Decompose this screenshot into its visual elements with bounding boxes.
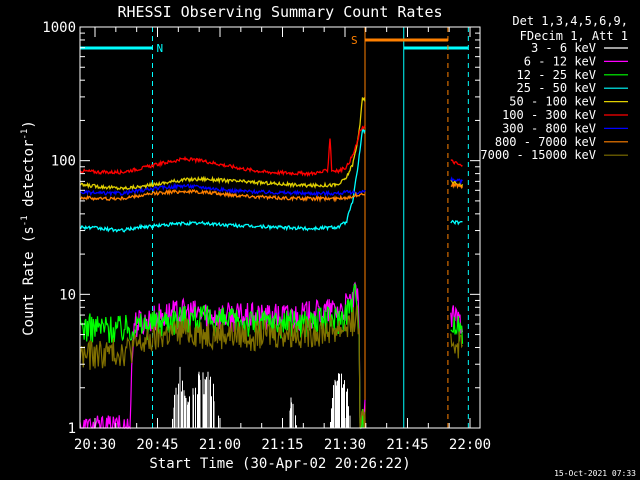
- y-tick-label-1: 10: [59, 287, 76, 303]
- plot-frame: [79, 26, 481, 429]
- x-tick-label-1: 20:45: [136, 437, 178, 453]
- events-layer: NS: [80, 27, 469, 428]
- series-line-7: [79, 181, 464, 203]
- legend-header-2: FDecim 1, Att 1: [520, 29, 628, 43]
- x-tick-label-4: 21:30: [324, 437, 366, 453]
- x-tick-label-5: 21:45: [386, 437, 428, 453]
- y-axis-label-main: Count Rate (s: [21, 226, 37, 336]
- ticks-layer: 1 10 100 1000 20:30 20:45 21:00 21:15 21:30 21:45…: [42, 20, 491, 453]
- y-axis-label-sup1: -1: [20, 215, 30, 226]
- legend-label-6: 300 - 800 keV: [502, 121, 596, 135]
- y-tick-label-2: 100: [51, 154, 76, 170]
- y-axis-label-mid: detector: [21, 140, 37, 216]
- x-tick-label-2: 21:00: [199, 437, 241, 453]
- x-tick-label-6: 22:00: [449, 437, 491, 453]
- series-line-3: [79, 128, 463, 233]
- event-label-0: N: [157, 42, 164, 55]
- legend-label-0: 3 - 6 keV: [531, 41, 596, 55]
- y-axis-label-sup2: -1: [20, 129, 30, 140]
- legend-label-3: 25 - 50 keV: [517, 81, 596, 95]
- y-axis-label-end: ): [21, 120, 37, 128]
- legend-label-2: 12 - 25 keV: [517, 68, 596, 82]
- y-tick-label-3: 1000: [42, 20, 76, 36]
- series-line-5: [79, 125, 463, 178]
- x-tick-label-3: 21:15: [261, 437, 303, 453]
- series-line-6: [79, 176, 463, 198]
- series-line-8: [79, 304, 464, 429]
- legend-label-4: 50 - 100 keV: [509, 95, 596, 109]
- event-label-2: S: [351, 34, 358, 47]
- y-axis-label: Count Rate (s-1 detector-1): [20, 120, 37, 336]
- x-tick-label-0: 20:30: [74, 437, 116, 453]
- chart-title: RHESSI Observing Summary Count Rates: [117, 3, 442, 21]
- legend: Det 1,3,4,5,6,9, FDecim 1, Att 1 3 - 6 k…: [480, 14, 628, 162]
- legend-label-1: 6 - 12 keV: [524, 54, 596, 68]
- x-axis-label: Start Time (30-Apr-02 20:26:22): [149, 456, 410, 472]
- legend-label-7: 800 - 7000 keV: [495, 135, 596, 149]
- series-layer: [79, 96, 464, 430]
- legend-label-8: 7000 - 15000 keV: [480, 148, 596, 162]
- legend-label-5: 100 - 300 keV: [502, 108, 596, 122]
- footer-date: 15-Oct-2021 07:33: [554, 469, 636, 478]
- legend-header-1: Det 1,3,4,5,6,9,: [512, 14, 628, 28]
- y-tick-label-0: 1: [68, 421, 76, 437]
